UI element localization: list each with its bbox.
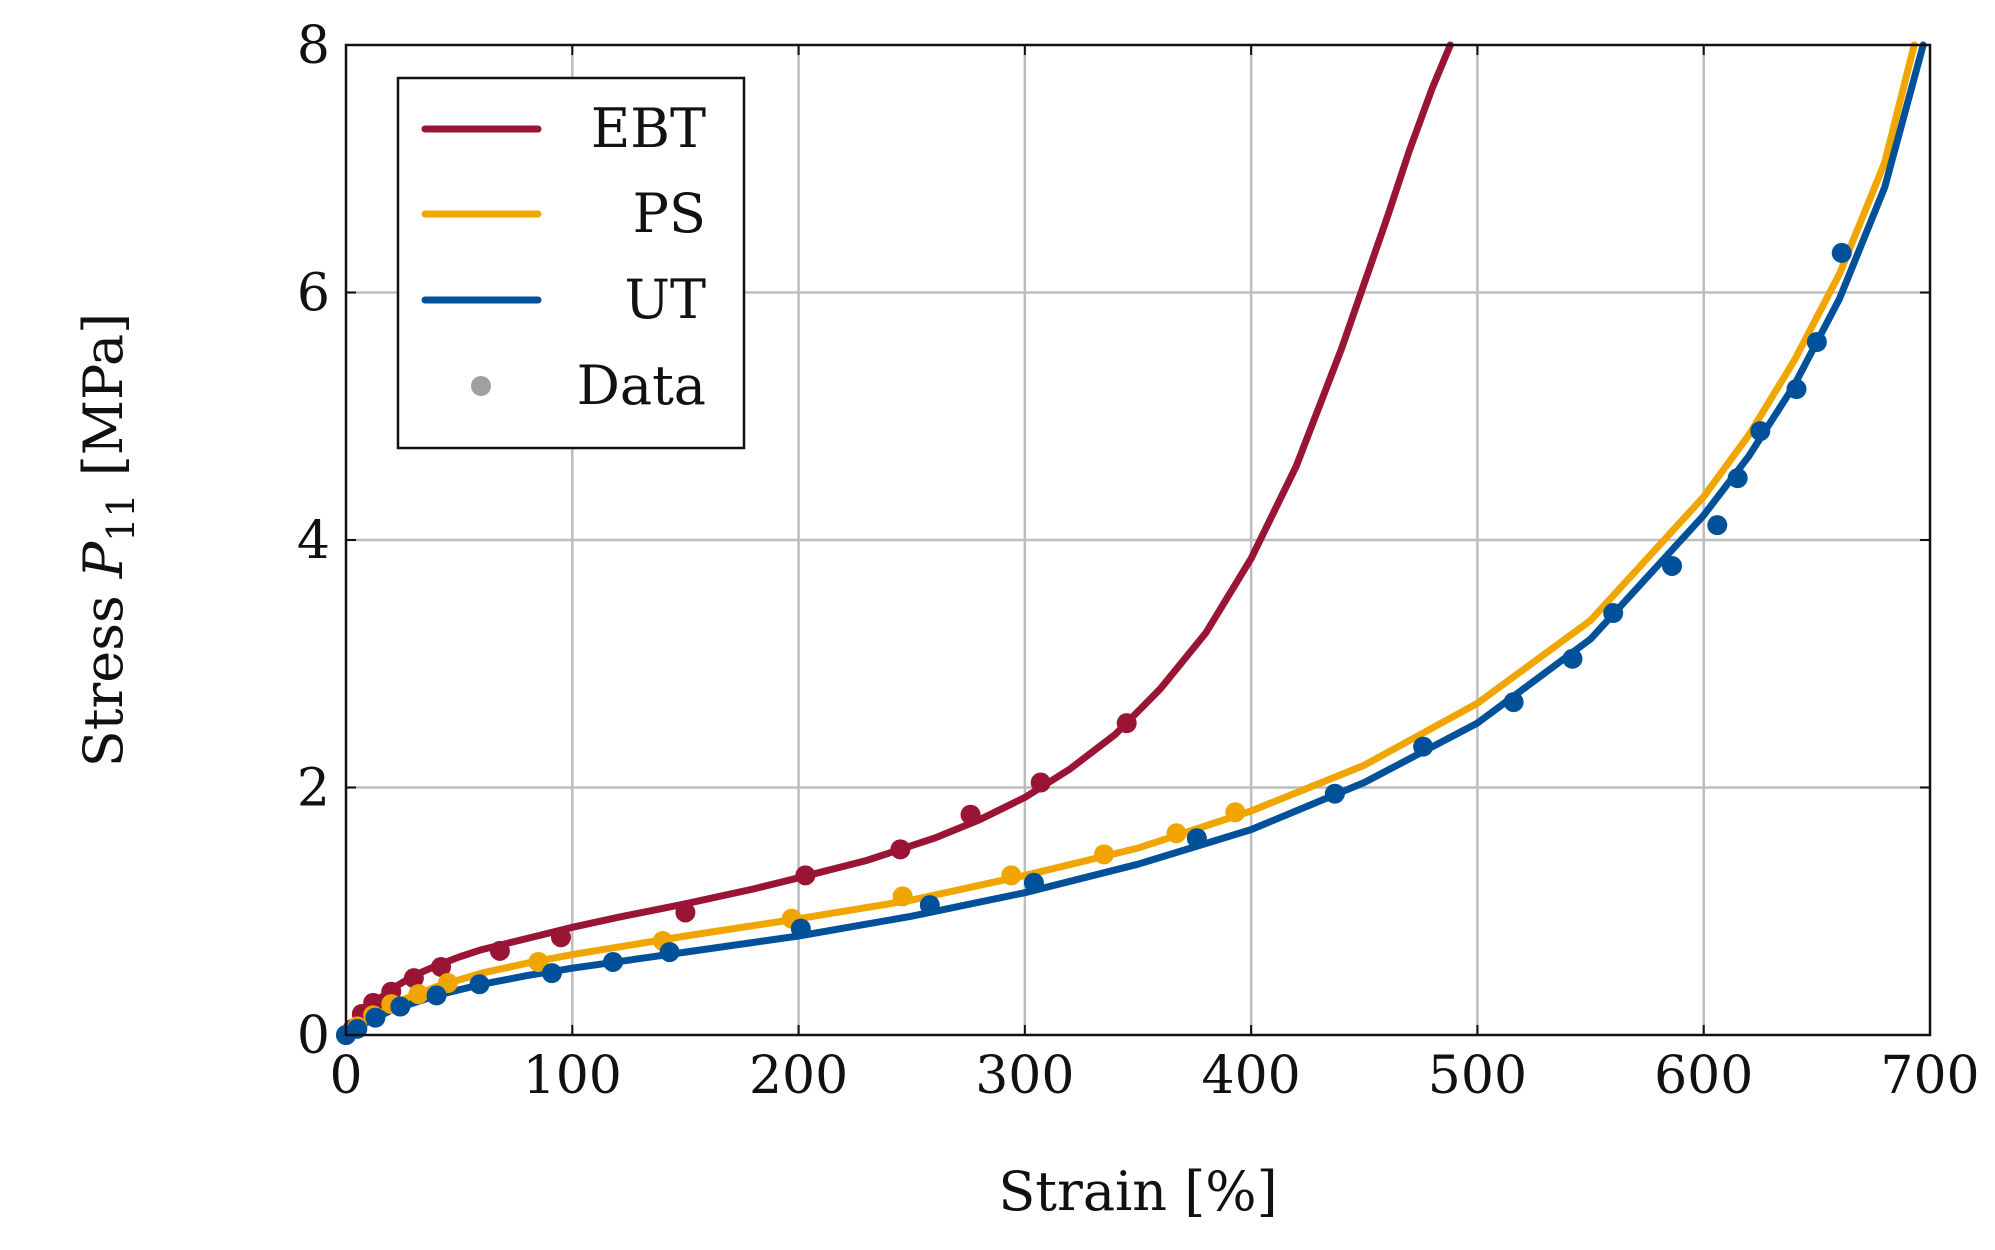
data-point-ebt <box>1116 713 1137 734</box>
data-point-ut <box>1562 648 1583 669</box>
data-point-ebt <box>1030 772 1051 793</box>
data-point-ut <box>1806 332 1827 352</box>
y-axis-title: Stress P11 [MPa] <box>72 313 143 767</box>
data-point-ebt <box>960 804 981 825</box>
data-point-ut <box>1503 692 1524 713</box>
data-point-ut <box>1413 736 1434 757</box>
data-point-ebt <box>890 839 911 860</box>
x-tick-label: 200 <box>749 1046 848 1106</box>
data-point-ut <box>1324 783 1345 804</box>
model-curves <box>342 41 1927 1039</box>
data-point-ebt <box>431 956 452 977</box>
legend-items: EBT PS UT Data <box>421 97 706 417</box>
y-tick-label: 2 <box>297 759 330 819</box>
legend-swatch-data <box>471 376 491 396</box>
legend: EBT PS UT Data <box>396 76 746 450</box>
y-axis-title-prefix: Stress <box>72 578 135 767</box>
data-point-ut <box>1750 421 1771 442</box>
data-point-ut <box>1023 872 1044 893</box>
data-point-ps <box>408 984 429 1005</box>
data-point-ut <box>1603 603 1624 624</box>
data-point-ebt <box>675 902 696 923</box>
data-point-ut <box>1727 468 1748 489</box>
data-point-ut <box>1186 828 1207 849</box>
x-tick-label: 400 <box>1202 1046 1301 1106</box>
y-tick-label: 8 <box>297 16 330 76</box>
x-tick-label: 300 <box>975 1046 1074 1106</box>
data-point-ps <box>892 886 913 907</box>
series-line-ebt <box>342 41 1454 1039</box>
data-point-ps <box>1166 823 1187 844</box>
data-point-ps <box>1225 802 1246 823</box>
data-point-ut <box>790 918 811 939</box>
data-point-ut <box>541 963 562 984</box>
legend-label-data: Data <box>577 354 706 417</box>
data-point-ut <box>1786 379 1807 400</box>
data-point-ps <box>1001 865 1022 886</box>
data-point-ut <box>1707 515 1728 536</box>
x-tick-label: 500 <box>1428 1046 1527 1106</box>
series-line-ut <box>342 41 1927 1039</box>
legend-label-ut: UT <box>624 268 706 331</box>
y-tick-label: 6 <box>297 264 330 324</box>
data-point-ut <box>390 996 411 1017</box>
data-point-ut <box>1662 555 1683 576</box>
x-tick-label: 0 <box>329 1046 362 1106</box>
data-point-ps <box>528 951 549 972</box>
series-layer <box>336 41 1927 1045</box>
data-points <box>336 242 1852 1045</box>
data-point-ut <box>659 942 680 963</box>
data-point-ut <box>603 951 624 972</box>
legend-label-ebt: EBT <box>591 97 706 160</box>
data-point-ut <box>365 1007 386 1028</box>
x-tick-label: 700 <box>1880 1046 1979 1106</box>
tick-labels: 0 100 200 300 400 500 600 700 0 2 4 6 8 <box>297 16 1980 1106</box>
y-tick-label: 0 <box>297 1006 330 1066</box>
y-tick-label: 4 <box>297 511 330 571</box>
data-point-ebt <box>795 865 816 886</box>
legend-label-ps: PS <box>633 182 706 245</box>
data-point-ebt <box>489 940 510 961</box>
legend-box <box>396 76 746 450</box>
data-point-ut <box>426 985 447 1006</box>
x-axis-title: Strain [%] <box>998 1160 1277 1223</box>
y-axis-title-subscript: 11 <box>99 493 143 541</box>
y-axis-title-symbol: P <box>72 540 135 579</box>
data-point-ut <box>469 974 490 995</box>
data-point-ps <box>1094 844 1115 865</box>
x-tick-label: 100 <box>523 1046 622 1106</box>
data-point-ebt <box>403 968 424 989</box>
data-point-ut <box>919 895 940 916</box>
y-axis-title-suffix: [MPa] <box>72 313 135 494</box>
x-tick-label: 600 <box>1654 1046 1753 1106</box>
data-point-ebt <box>550 927 571 948</box>
series-line-ps <box>342 41 1918 1039</box>
data-point-ut <box>1831 242 1852 263</box>
